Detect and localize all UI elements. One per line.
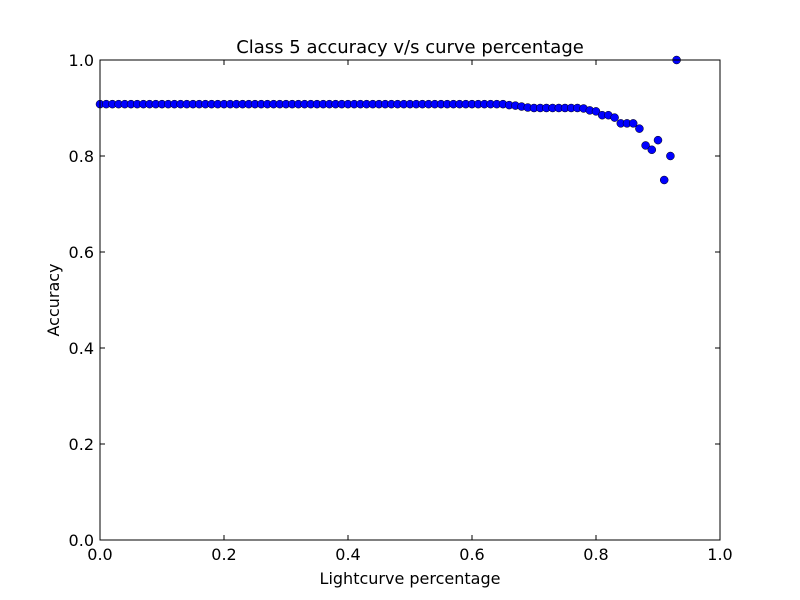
x-tick-label-2: 0.4 (335, 545, 360, 564)
data-point-0-89 (647, 145, 657, 155)
y-tick-label-1: 0.2 (69, 435, 94, 454)
data-point-0-88 (641, 141, 650, 150)
y-tick-label-2: 0.4 (69, 339, 94, 358)
x-tick-label-1: 0.2 (211, 545, 236, 564)
data-point-0-80 (591, 107, 601, 116)
plot-frame (99, 59, 721, 541)
data-point-0-92 (666, 151, 675, 161)
x-tick-label-0: 0.0 (87, 545, 112, 564)
data-point-0-87 (635, 124, 644, 133)
y-axis-label: Accuracy (44, 263, 63, 336)
x-tick-label-4: 0.8 (583, 545, 608, 564)
data-point-0-86 (628, 119, 638, 128)
y-tick-label-4: 0.8 (69, 147, 94, 166)
chart-title: Class 5 accuracy v/s curve percentage (236, 37, 584, 58)
data-point-0-91 (659, 175, 669, 185)
data-points (95, 55, 681, 185)
x-axis-ticks: 0.0 0.2 0.4 0.6 0.8 1.0 (87, 60, 733, 564)
x-axis-label: Lightcurve percentage (320, 569, 501, 588)
y-tick-label-5: 1.0 (69, 51, 94, 70)
x-tick-label-3: 0.6 (459, 545, 484, 564)
x-tick-label-5: 1.0 (707, 545, 732, 564)
data-point-0-90 (653, 135, 663, 145)
y-tick-label-0: 0.0 (69, 531, 94, 550)
data-point-0-83 (610, 113, 619, 122)
y-tick-label-3: 0.6 (69, 243, 94, 262)
